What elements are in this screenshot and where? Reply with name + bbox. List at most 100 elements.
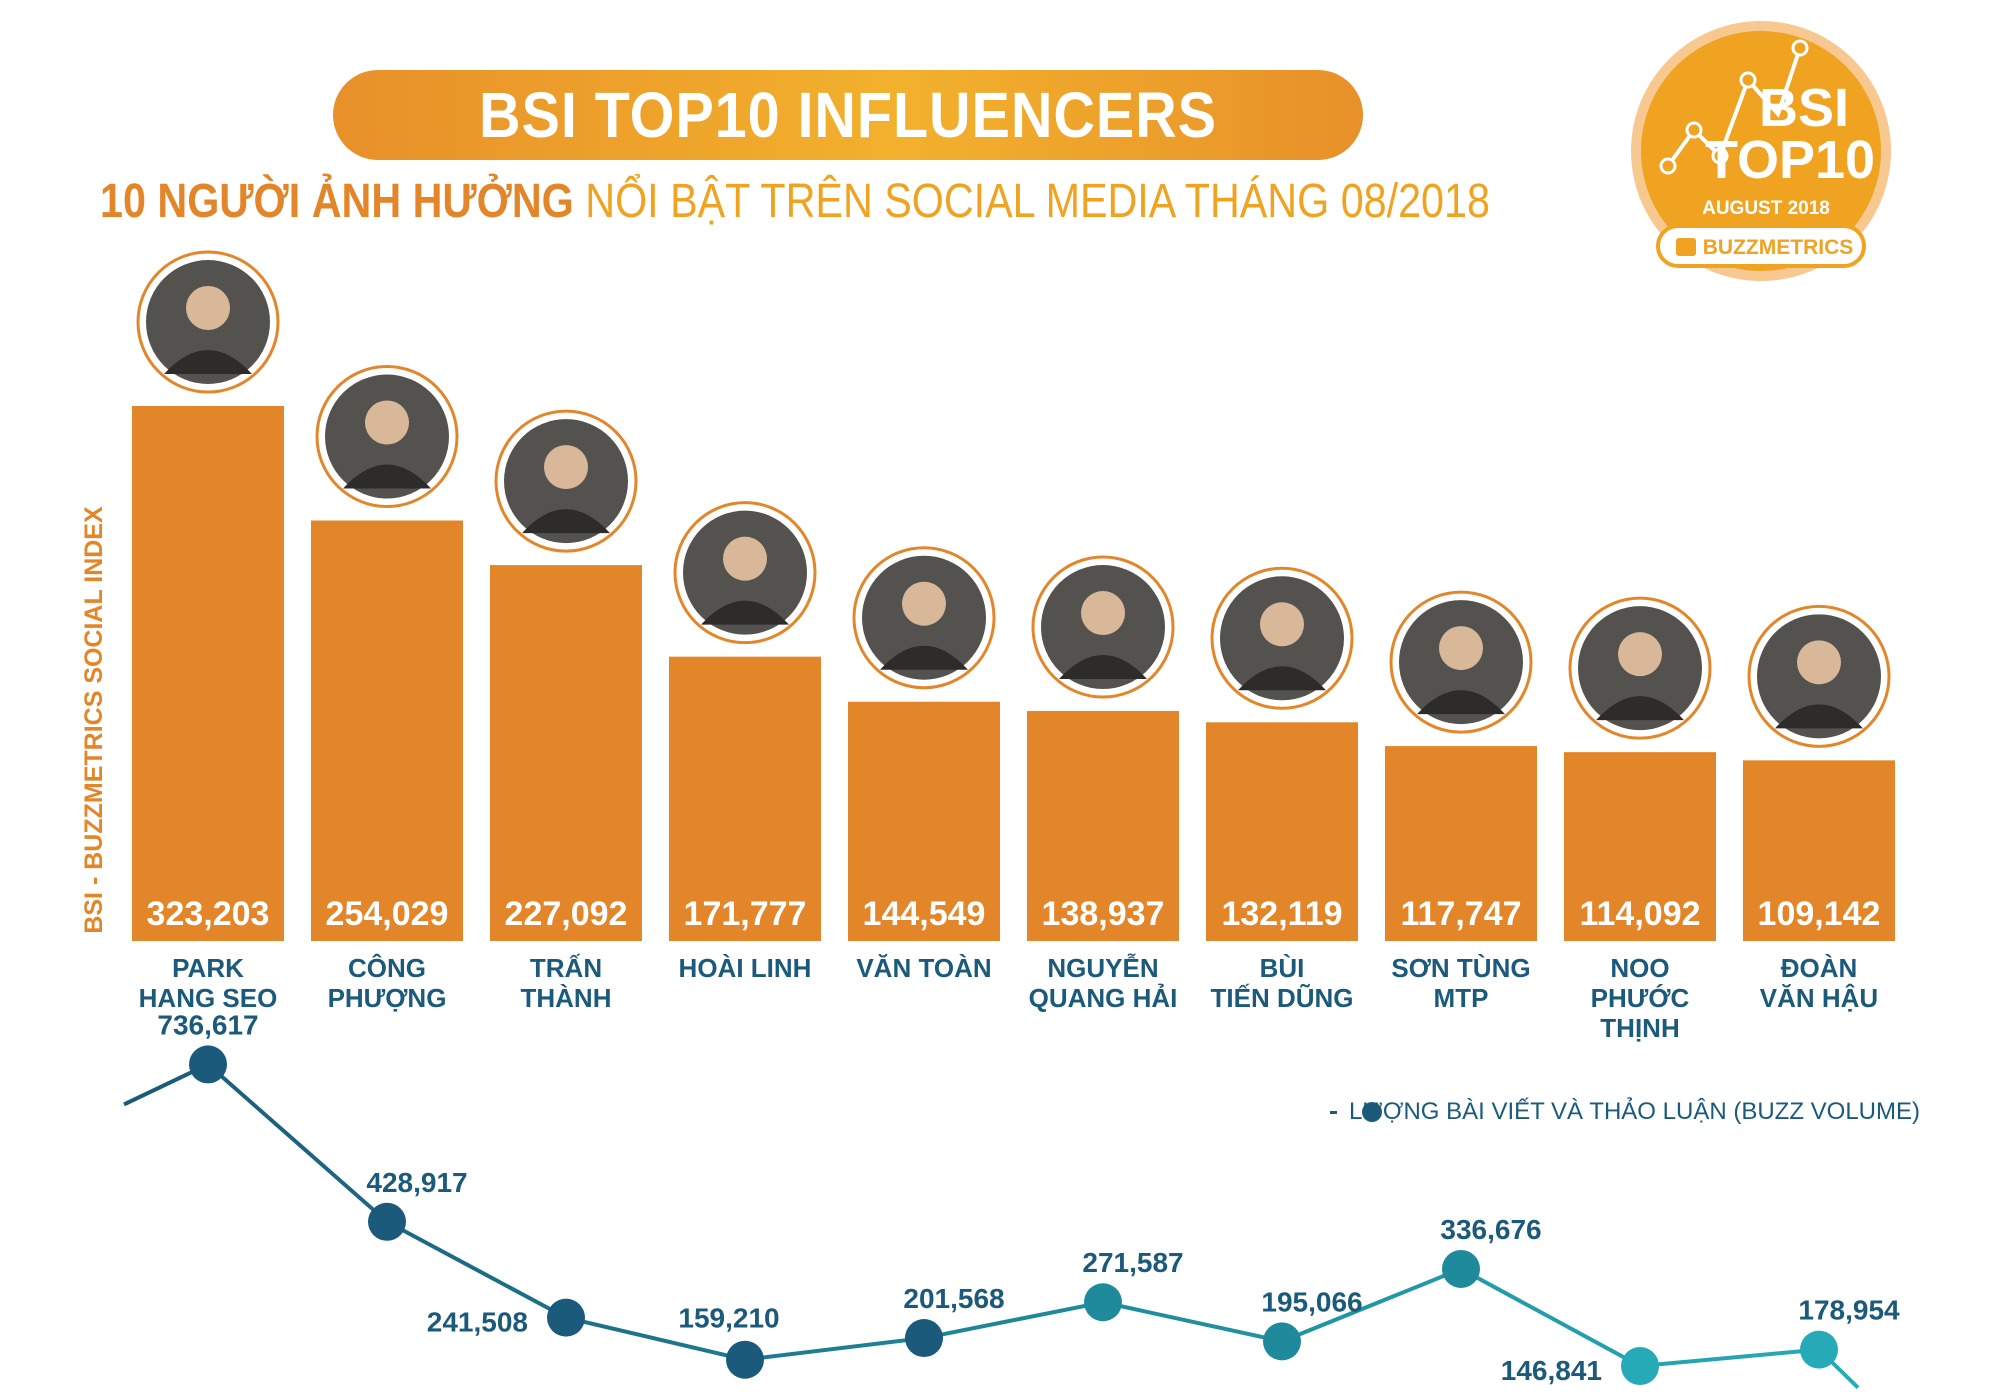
avatar-body-icon: [343, 464, 431, 489]
category-label: TIẾN DŨNG: [1211, 983, 1354, 1013]
avatar-head-icon: [544, 445, 588, 490]
avatar-head-icon: [723, 536, 767, 581]
badge-brand: BUZZMETRICS: [1703, 236, 1854, 259]
buzz-value-label: 159,210: [678, 1303, 779, 1334]
category-label: QUANG HẢI: [1029, 983, 1178, 1013]
avatar-head-icon: [1081, 591, 1125, 636]
legend-label: LƯỢNG BÀI VIẾT VÀ THẢO LUẬN (BUZZ VOLUME…: [1349, 1098, 1920, 1125]
bar: [669, 656, 821, 941]
buzz-value-label: 241,508: [427, 1307, 528, 1338]
avatar-body-icon: [1417, 690, 1505, 715]
category-label: TRẤN: [530, 953, 602, 983]
y-axis-label: BSI - BUZZMETRICS SOCIAL INDEX: [80, 506, 108, 934]
avatar-body-icon: [1596, 696, 1684, 721]
avatar-body-icon: [1775, 704, 1863, 729]
bar: [1027, 711, 1179, 941]
bar: [311, 520, 463, 941]
avatar-head-icon: [1797, 640, 1841, 685]
bar: [1206, 722, 1358, 941]
category-label: PHƯỢNG: [328, 983, 447, 1013]
avatar-head-icon: [1618, 632, 1662, 677]
buzz-value-label: 195,066: [1261, 1286, 1362, 1317]
category-label: HANG SEO: [139, 983, 278, 1013]
category-label: CÔNG: [348, 953, 426, 983]
buzz-point: [1800, 1330, 1838, 1369]
category-label: VĂN HẬU: [1760, 983, 1878, 1013]
chart-title: BSI TOP10 INFLUENCERS: [479, 79, 1217, 151]
subtitle-light: NỔI BẬT TRÊN SOCIAL MEDIA THÁNG 08/2018: [573, 175, 1490, 228]
badge-trend-dot: [1739, 71, 1757, 89]
badge-trend-dot: [1791, 39, 1809, 57]
badge-trend-dot: [1711, 147, 1729, 165]
avatar-body-icon: [1059, 655, 1147, 680]
bar-value-label: 114,092: [1579, 895, 1700, 933]
avatars-layer: [136, 250, 1891, 748]
buzz-point: [905, 1319, 943, 1358]
avatar-body-icon: [522, 509, 610, 534]
buzz-point: [726, 1340, 764, 1379]
avatar-body-icon: [164, 350, 252, 374]
category-label: PARK: [172, 953, 244, 983]
bar-chart-icon: [1676, 238, 1696, 256]
bar-value-label: 254,029: [326, 895, 449, 933]
buzz-point: [189, 1045, 227, 1084]
category-label: VĂN TOÀN: [856, 953, 991, 983]
category-label: NGUYỄN: [1047, 953, 1158, 983]
avatar-head-icon: [1260, 602, 1304, 647]
title-banner: BSI TOP10 INFLUENCERS: [333, 70, 1363, 160]
avatar-head-icon: [902, 581, 946, 626]
subtitle-strong: 10 NGƯỜI ẢNH HƯỞNG: [100, 175, 574, 228]
category-label: SƠN TÙNG: [1391, 953, 1530, 983]
avatar-head-icon: [1439, 626, 1483, 671]
bar-value-label: 227,092: [505, 895, 628, 933]
avatar-head-icon: [186, 286, 230, 330]
bar-value-label: 117,747: [1400, 895, 1521, 933]
bar-value-label: 171,777: [684, 895, 807, 933]
category-label: THÀNH: [521, 983, 612, 1013]
category-label: HOÀI LINH: [679, 953, 812, 983]
buzz-value-label: 336,676: [1440, 1214, 1541, 1245]
avatar-body-icon: [880, 645, 968, 670]
category-label: BÙI: [1260, 953, 1305, 983]
buzz-value-label: 271,587: [1082, 1247, 1183, 1278]
avatar-body-icon: [701, 600, 789, 625]
bar-value-label: 138,937: [1042, 895, 1165, 933]
badge-line3: AUGUST 2018: [1702, 198, 1830, 219]
bsi-top10-badge: BSI TOP10 AUGUST 2018 BUZZMETRICS: [1631, 21, 1891, 281]
badge-line2: TOP10: [1705, 130, 1875, 190]
buzz-point: [1263, 1322, 1301, 1361]
badge-line1: BSI: [1759, 78, 1849, 138]
chart-subtitle: 10 NGƯỜI ẢNH HƯỞNG NỔI BẬT TRÊN SOCIAL M…: [100, 172, 1490, 232]
bar-value-label: 109,142: [1758, 895, 1881, 933]
bar: [1743, 760, 1895, 941]
buzz-value-label: 201,568: [903, 1283, 1004, 1314]
buzz-point: [368, 1202, 406, 1241]
category-label: ĐOÀN: [1781, 953, 1858, 983]
buzz-line-layer: 736,617 428,917 241,508 159,210 201,568 271,5…: [123, 1009, 1900, 1390]
bar-value-label: 132,119: [1221, 895, 1342, 933]
buzz-point: [1621, 1347, 1659, 1386]
bars-layer: 323,203 254,029 227,092 171,777 144,549 138,9…: [132, 406, 1895, 941]
buzz-point: [1442, 1249, 1480, 1288]
badge-brand-pill: [1656, 224, 1866, 268]
category-label: PHƯỚC: [1591, 983, 1690, 1013]
category-label: MTP: [1434, 983, 1489, 1013]
legend-marker-icon: [1330, 1097, 1383, 1127]
bar: [132, 406, 284, 941]
bar: [1385, 746, 1537, 941]
buzz-value-label: 178,954: [1798, 1295, 1900, 1326]
badge-trend-dot: [1659, 157, 1677, 175]
bar: [1564, 752, 1716, 941]
avatar-head-icon: [365, 400, 409, 445]
category-label: THỊNH: [1600, 1013, 1679, 1043]
bar: [490, 565, 642, 941]
badge-trend-dot: [1685, 121, 1703, 139]
bar: [848, 701, 1000, 941]
bar-value-label: 323,203: [147, 895, 270, 933]
buzz-value-label: 146,841: [1501, 1355, 1602, 1386]
category-label: NOO: [1610, 953, 1669, 983]
buzz-point: [1084, 1283, 1122, 1322]
buzz-value-label: 736,617: [157, 1009, 258, 1040]
